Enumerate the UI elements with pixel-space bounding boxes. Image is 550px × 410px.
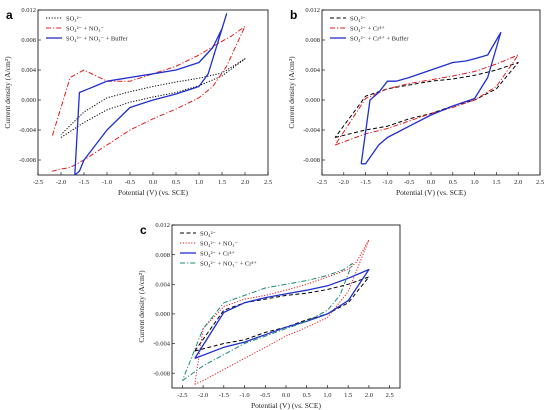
x-tick-label: 1.5 <box>344 392 352 399</box>
series-line-2 <box>334 54 519 146</box>
legend-label: SO₄²⁻ <box>200 230 217 237</box>
y-tick-label: -0.004 <box>19 127 37 134</box>
x-tick-label: 1.0 <box>471 179 479 186</box>
x-tick-label: 0.5 <box>449 179 457 186</box>
x-tick-label: 0.0 <box>427 179 435 186</box>
legend-label: SO₄²⁻ + Cr³⁺ + Buffer <box>350 35 409 42</box>
series-line-3 <box>194 268 370 360</box>
legend-label: SO₄²⁻ + NO₃⁻ <box>200 240 239 247</box>
y-tick-label: 0.012 <box>155 222 170 229</box>
legend-label: SO₄²⁻ + NO₃⁻ <box>66 25 105 32</box>
x-tick-label: -1.0 <box>239 392 249 399</box>
x-axis-label: Potential (V) (vs. SCE) <box>396 188 466 197</box>
series-line-1 <box>60 58 246 138</box>
x-tick-label: 2.0 <box>365 392 373 399</box>
y-tick-label: 0.004 <box>305 67 320 74</box>
x-tick-label: 0.0 <box>282 392 290 399</box>
x-axis-label: Potential (V) (vs. SCE) <box>251 401 321 410</box>
x-tick-label: 0.0 <box>149 179 157 186</box>
y-tick-label: 0.012 <box>21 7 36 14</box>
series-line-3 <box>74 13 228 176</box>
y-tick-label: 0.000 <box>155 311 170 318</box>
series-line-1 <box>194 276 370 352</box>
y-tick-label: -0.004 <box>153 341 171 348</box>
panel-label: a <box>6 8 13 22</box>
y-tick-label: 0.012 <box>305 7 320 14</box>
x-tick-label: 1.0 <box>323 392 331 399</box>
y-tick-label: 0.008 <box>155 252 170 259</box>
legend-label: SO₄²⁻ <box>350 15 367 22</box>
y-tick-label: 0.008 <box>21 37 36 44</box>
y-tick-label: 0.004 <box>21 67 36 74</box>
x-tick-label: -2.5 <box>33 179 43 186</box>
y-tick-label: -0.008 <box>303 157 320 164</box>
series-line-2 <box>51 26 246 172</box>
x-tick-label: -0.5 <box>260 392 270 399</box>
x-tick-label: 2.5 <box>536 179 544 186</box>
y-tick-label: 0.008 <box>305 37 320 44</box>
panel-a: a -2.5 -2.0 -1.5 -1.0 -0.5 0.0 0.5 1.0 1.5 2.0 2.5 -… <box>3 7 272 197</box>
series-line-4 <box>181 263 353 382</box>
y-axis-label: Current density (A/cm²) <box>3 56 12 129</box>
x-tick-label: -2.0 <box>56 179 66 186</box>
x-tick-label: -2.5 <box>177 392 187 399</box>
x-tick-label: 0.5 <box>303 392 311 399</box>
legend-label: SO₄²⁻ + NO₃⁻ + Cr³⁺ <box>200 260 257 267</box>
x-tick-label: 2.0 <box>241 179 249 186</box>
x-tick-label: -0.5 <box>125 179 135 186</box>
y-tick-label: 0.000 <box>21 97 36 104</box>
x-tick-label: -1.0 <box>102 179 112 186</box>
x-tick-label: 1.0 <box>195 179 203 186</box>
y-tick-label: -0.004 <box>303 127 321 134</box>
x-tick-label: -2.5 <box>317 179 327 186</box>
legend-label: SO₃²⁻ <box>66 15 83 22</box>
y-axis-label: Current density (A/cm²) <box>137 270 146 343</box>
x-tick-label: -1.5 <box>219 392 229 399</box>
y-axis-label: Current density (A/cm²) <box>287 56 296 129</box>
x-tick-label: -2.0 <box>198 392 208 399</box>
x-tick-label: -0.5 <box>404 179 414 186</box>
x-tick-label: 2.5 <box>264 179 272 186</box>
series-line-2 <box>194 239 370 385</box>
x-axis-label: Potential (V) (vs. SCE) <box>118 188 188 197</box>
panel-c: c -2.5 -2.0 -1.5 -1.0 -0.5 0.0 0.5 1.0 1.5 2.0 2.5 -… <box>137 222 401 410</box>
x-tick-label: -1.5 <box>360 179 370 186</box>
x-tick-label: 1.5 <box>492 179 500 186</box>
panel-label: b <box>290 8 297 22</box>
x-tick-label: 2.0 <box>514 179 522 186</box>
y-tick-label: 0.004 <box>155 281 170 288</box>
legend-label: SO₄²⁻ + Cr³⁺ <box>350 25 385 32</box>
panel-b: b -2.5 -2.0 -1.5 -1.0 -0.5 0.0 0.5 1.0 1.5 2.0 2.5 -… <box>287 7 544 197</box>
panel-label: c <box>140 223 147 237</box>
x-tick-label: 1.5 <box>218 179 226 186</box>
y-tick-label: 0.000 <box>305 97 320 104</box>
series-line-3 <box>360 31 502 165</box>
legend-label: SO₄²⁻ + NO₃⁻ + Buffer <box>66 35 129 42</box>
x-tick-label: 2.5 <box>386 392 394 399</box>
legend-label: SO₄²⁻ + Cr³⁺ <box>200 250 235 257</box>
y-tick-label: -0.008 <box>19 157 36 164</box>
x-tick-label: -2.0 <box>339 179 349 186</box>
x-tick-label: -1.5 <box>79 179 89 186</box>
x-tick-label: 0.5 <box>172 179 180 186</box>
series-line-1 <box>334 62 519 138</box>
x-tick-label: -1.0 <box>382 179 392 186</box>
y-tick-label: -0.008 <box>153 370 170 377</box>
